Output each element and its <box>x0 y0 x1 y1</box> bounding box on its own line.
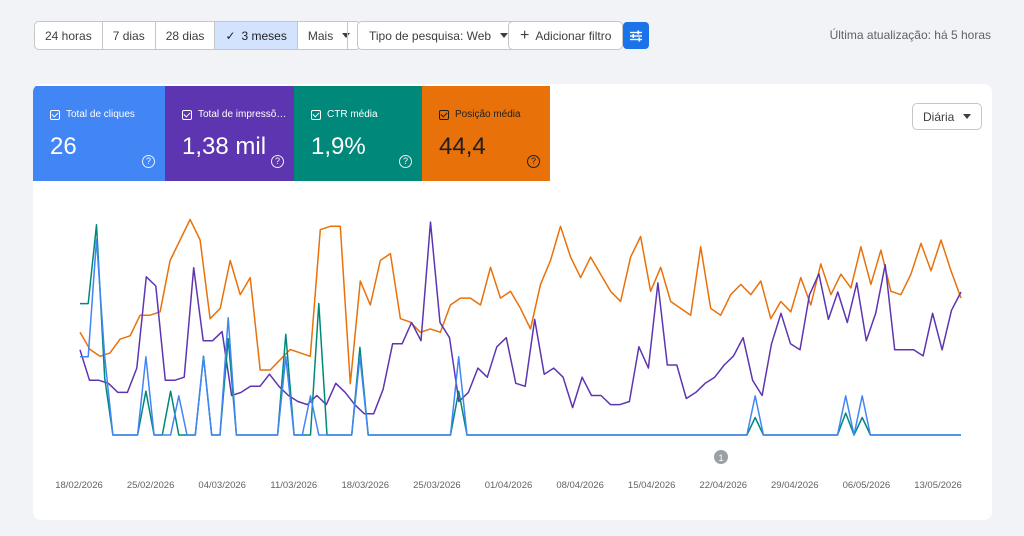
metric-label: Total de impressõ… <box>198 109 287 120</box>
series-layer <box>79 218 962 436</box>
caret-down-icon <box>342 33 351 38</box>
x-tick-label: 13/05/2026 <box>914 480 962 491</box>
add-filter-button[interactable]: + Adicionar filtro <box>508 21 624 50</box>
checkbox-icon <box>182 109 192 120</box>
x-tick-label: 08/04/2026 <box>556 480 604 491</box>
metric-label: Posição média <box>455 109 521 120</box>
x-tick-label: 01/04/2026 <box>485 480 533 491</box>
annotation-marker[interactable]: 1 <box>714 450 728 464</box>
annotation-marker-label: 1 <box>718 453 723 463</box>
date-range-selector: 24 horas 7 dias 28 dias ✓ 3 meses Mais <box>34 21 362 50</box>
range-3m-button[interactable]: ✓ 3 meses <box>214 22 297 49</box>
plus-icon: + <box>520 26 530 44</box>
metric-value: 1,38 mil <box>182 133 267 160</box>
granularity-label: Diária <box>923 109 955 124</box>
range-28d-button[interactable]: 28 dias <box>154 22 215 49</box>
performance-line-chart: 1 18/02/2026 25/02/2026 04/03/2026 11/03/20… <box>55 218 962 491</box>
series-line-total-de-cliques <box>80 238 961 436</box>
x-tick-label: 25/03/2026 <box>413 480 461 491</box>
metric-card-ctr[interactable]: CTR média 1,9% ? <box>294 86 422 181</box>
x-tick-label: 06/05/2026 <box>843 480 891 491</box>
filter-settings-button[interactable] <box>623 22 649 49</box>
caret-down-icon <box>963 114 972 119</box>
range-label: 3 meses <box>241 28 287 43</box>
granularity-dropdown[interactable]: Diária <box>912 103 983 130</box>
date-range-segmented-control: 24 horas 7 dias 28 dias ✓ 3 meses Mais <box>34 21 362 50</box>
metric-value: 1,9% <box>311 133 366 160</box>
x-tick-label: 18/02/2026 <box>55 480 103 491</box>
metric-value: 26 <box>50 133 77 160</box>
metric-label: Total de cliques <box>66 109 135 120</box>
checkbox-icon <box>311 109 321 120</box>
help-icon[interactable]: ? <box>527 155 540 168</box>
metric-label: CTR média <box>327 109 378 120</box>
series-line-posi-o-m-dia <box>79 218 962 385</box>
search-type-dropdown[interactable]: Tipo de pesquisa: Web <box>357 21 521 50</box>
metric-value: 44,4 <box>439 133 486 160</box>
metric-card-impressions[interactable]: Total de impressõ… 1,38 mil ? <box>165 86 294 181</box>
x-tick-label: 15/04/2026 <box>628 480 676 491</box>
x-tick-label: 04/03/2026 <box>198 480 246 491</box>
help-icon[interactable]: ? <box>271 155 284 168</box>
checkbox-icon <box>439 109 449 120</box>
range-label: 28 dias <box>165 28 205 43</box>
range-label: Mais <box>307 28 334 43</box>
range-24h-button[interactable]: 24 horas <box>35 22 102 49</box>
x-tick-label: 29/04/2026 <box>771 480 819 491</box>
range-more-button[interactable]: Mais <box>296 22 360 49</box>
x-tick-label: 18/03/2026 <box>342 480 390 491</box>
x-tick-label: 11/03/2026 <box>270 480 317 491</box>
search-type-label: Tipo de pesquisa: Web <box>369 28 492 43</box>
range-label: 7 dias <box>112 28 145 43</box>
help-icon[interactable]: ? <box>142 155 155 168</box>
metric-card-position[interactable]: Posição média 44,4 ? <box>422 86 550 181</box>
series-line-ctr-m-dia <box>80 224 961 436</box>
help-icon[interactable]: ? <box>399 155 412 168</box>
performance-chart-card: Total de cliques 26 ? Total de impressõ…… <box>33 84 992 520</box>
toolbar-divider <box>347 21 348 50</box>
x-tick-label: 25/02/2026 <box>127 480 175 491</box>
check-icon: ✓ <box>225 28 236 43</box>
caret-down-icon <box>500 33 509 38</box>
tune-icon <box>630 30 642 41</box>
series-line-total-de-impress-es <box>79 221 962 415</box>
metric-card-clicks[interactable]: Total de cliques 26 ? <box>33 86 165 181</box>
add-filter-label: Adicionar filtro <box>535 28 612 43</box>
checkbox-icon <box>50 109 60 120</box>
range-7d-button[interactable]: 7 dias <box>101 22 155 49</box>
x-tick-label: 22/04/2026 <box>700 480 748 491</box>
last-update-text: Última atualização: há 5 horas <box>829 28 991 42</box>
range-label: 24 horas <box>45 28 92 43</box>
x-axis-ticks: 18/02/2026 25/02/2026 04/03/2026 11/03/2026… <box>55 480 962 491</box>
